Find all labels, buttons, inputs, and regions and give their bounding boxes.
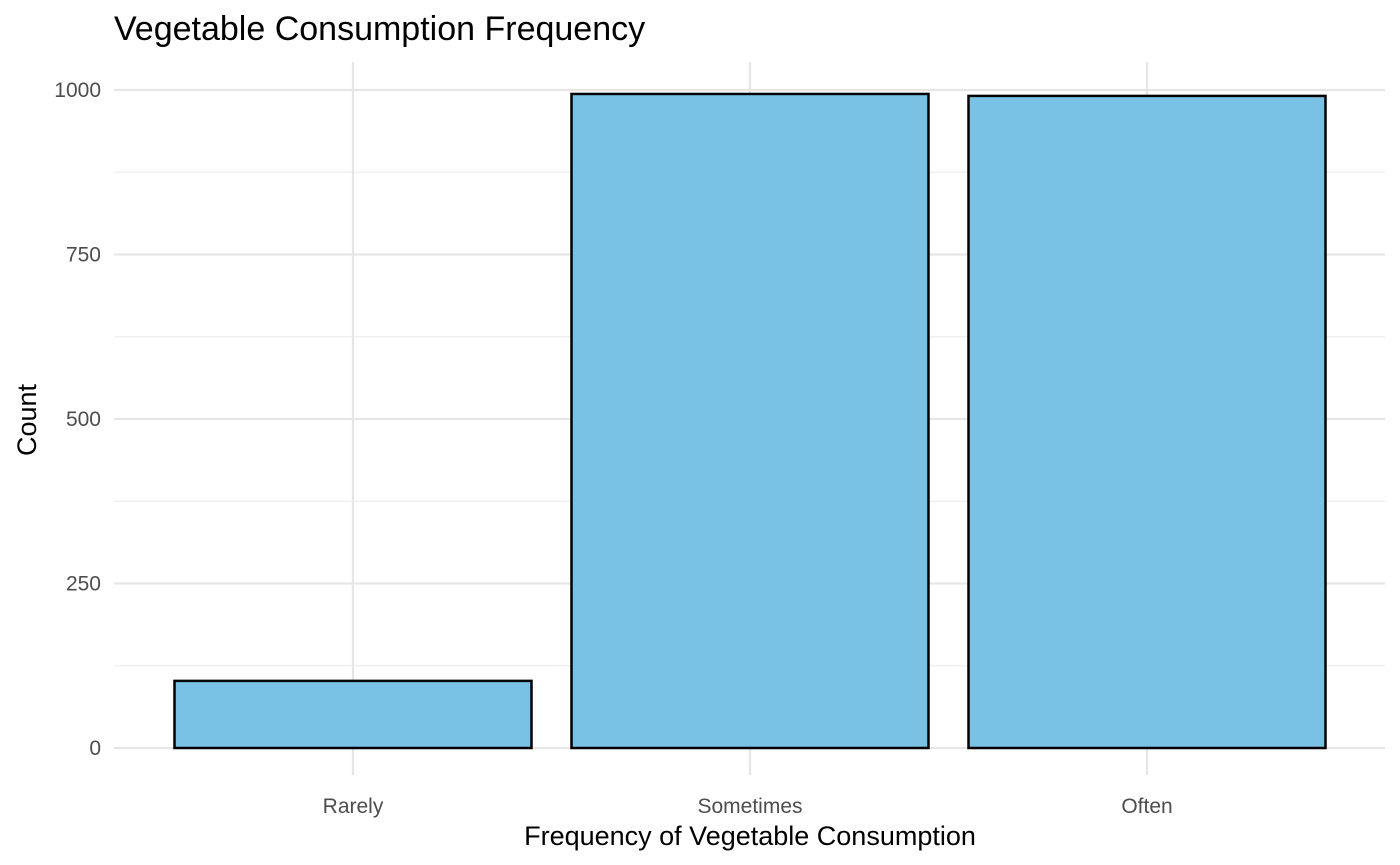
y-tick-label: 750: [66, 244, 101, 267]
chart-title: Vegetable Consumption Frequency: [114, 10, 645, 48]
y-tick-label: 0: [89, 737, 101, 760]
x-axis-title: Frequency of Vegetable Consumption: [524, 821, 976, 851]
x-tick-label-rarely: Rarely: [323, 795, 384, 818]
bar-often: [967, 94, 1327, 750]
y-axis-title: Count: [12, 383, 42, 456]
bar-sometimes: [570, 92, 930, 750]
y-tick-label: 1000: [54, 79, 101, 102]
y-tick-label: 500: [66, 408, 101, 431]
x-tick-label-often: Often: [1121, 795, 1172, 818]
bars: [173, 92, 1327, 750]
x-axis-ticks: Rarely Sometimes Often: [323, 795, 1173, 818]
y-axis-ticks: 0 250 500 750 1000: [54, 79, 101, 760]
bar-rarely: [173, 679, 533, 750]
x-tick-label-sometimes: Sometimes: [697, 795, 802, 818]
y-tick-label: 250: [66, 573, 101, 596]
